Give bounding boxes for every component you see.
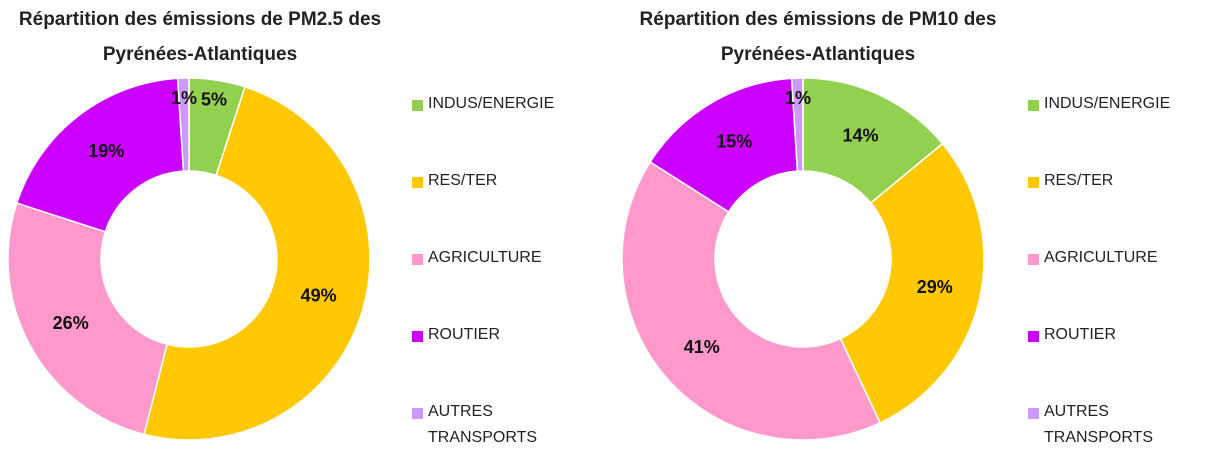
legend-swatch: [412, 177, 423, 188]
legend-swatch: [412, 254, 423, 265]
data-label: 19%: [88, 141, 124, 161]
donut-slice: [790, 77, 804, 172]
legend-item: AUTRES TRANSPORTS: [1028, 403, 1188, 451]
donut-slice: [143, 85, 371, 441]
data-label: 41%: [684, 337, 720, 357]
chart-title: Pyrénées-Atlantiques: [103, 44, 297, 65]
donut-slice: [7, 202, 169, 436]
legend-label: ROUTIER: [1044, 326, 1116, 343]
legend-swatch: [412, 331, 423, 342]
legend-item: AGRICULTURE: [1028, 249, 1188, 271]
legend-label: AGRICULTURE: [428, 249, 542, 266]
legend-item: ROUTIER: [412, 326, 572, 348]
data-label: 1%: [785, 88, 811, 108]
legend-swatch: [412, 408, 423, 419]
legend-swatch: [1028, 331, 1039, 342]
legend-label: AUTRES TRANSPORTS: [428, 403, 538, 446]
legend-label: ROUTIER: [428, 326, 500, 343]
data-label: 5%: [201, 90, 227, 110]
legend-item: RES/TER: [412, 172, 572, 194]
legend-item: AUTRES TRANSPORTS: [412, 403, 572, 451]
data-label: 15%: [716, 132, 752, 152]
legend-swatch: [1028, 408, 1039, 419]
legend-swatch: [1028, 177, 1039, 188]
legend-item: ROUTIER: [1028, 326, 1188, 348]
legend-swatch: [1028, 100, 1039, 111]
legend-item: INDUS/ENERGIE: [412, 95, 572, 117]
legend-item: RES/TER: [1028, 172, 1188, 194]
legend-label: AGRICULTURE: [1044, 249, 1158, 266]
legend-label: RES/TER: [428, 172, 498, 189]
legend-label: AUTRES TRANSPORTS: [1044, 403, 1154, 446]
data-label: 29%: [917, 277, 953, 297]
donut-slice: [15, 77, 185, 233]
legend-item: INDUS/ENERGIE: [1028, 95, 1188, 117]
donut-slice: [839, 142, 985, 424]
data-label: 26%: [53, 313, 89, 333]
legend-swatch: [412, 100, 423, 111]
chart-title: Pyrénées-Atlantiques: [721, 44, 915, 65]
legend-swatch: [1028, 254, 1039, 265]
donut-slice: [649, 77, 799, 213]
chart-title: Répartition des émissions de PM2.5 des: [19, 9, 381, 30]
data-label: 1%: [171, 88, 197, 108]
legend-label: INDUS/ENERGIE: [428, 95, 555, 112]
donut-slice: [176, 77, 190, 172]
data-label: 14%: [842, 126, 878, 146]
chart-title: Répartition des émissions de PM10 des: [640, 9, 997, 30]
data-label: 49%: [301, 285, 337, 305]
donut-slice: [621, 160, 882, 441]
legend-label: RES/TER: [1044, 172, 1114, 189]
legend-label: INDUS/ENERGIE: [1044, 95, 1171, 112]
legend-item: AGRICULTURE: [412, 249, 572, 271]
